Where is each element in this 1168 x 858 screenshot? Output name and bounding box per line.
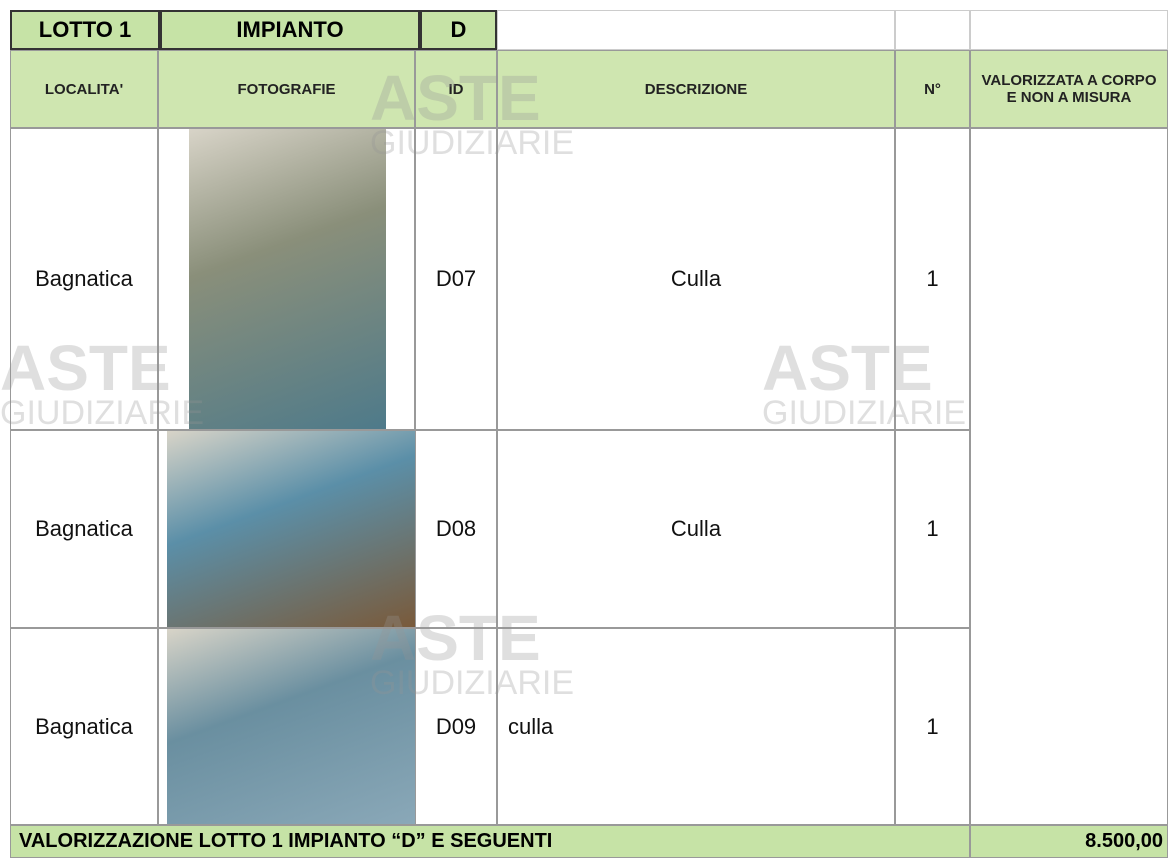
photo <box>189 129 386 429</box>
column-header: N° <box>895 50 970 128</box>
column-header: DESCRIZIONE <box>497 50 895 128</box>
quantity: 1 <box>895 628 970 825</box>
valuation-cell <box>970 128 1168 825</box>
quantity: 1 <box>895 430 970 628</box>
column-header: VALORIZZATA A CORPO E NON A MISURA <box>970 50 1168 128</box>
descrizione: culla <box>497 628 895 825</box>
column-header: ID <box>415 50 497 128</box>
photo-cell <box>158 430 416 628</box>
empty <box>895 10 970 50</box>
photo <box>167 629 416 824</box>
id: D08 <box>415 430 497 628</box>
photo-cell <box>158 628 416 825</box>
id: D09 <box>415 628 497 825</box>
column-header: FOTOGRAFIE <box>158 50 415 128</box>
id: D07 <box>415 128 497 430</box>
photo <box>167 431 416 627</box>
code: D <box>420 10 497 50</box>
footer-label: VALORIZZAZIONE LOTTO 1 IMPIANTO “D” E SE… <box>10 825 970 858</box>
localita: Bagnatica <box>10 430 158 628</box>
footer-value: 8.500,00 <box>970 825 1168 858</box>
empty <box>497 10 895 50</box>
impianto: IMPIANTO <box>160 10 420 50</box>
lotto: LOTTO 1 <box>10 10 160 50</box>
localita: Bagnatica <box>10 128 158 430</box>
empty <box>970 10 1168 50</box>
descrizione: Culla <box>497 430 895 628</box>
descrizione: Culla <box>497 128 895 430</box>
localita: Bagnatica <box>10 628 158 825</box>
column-header: LOCALITA' <box>10 50 158 128</box>
photo-cell <box>158 128 415 430</box>
quantity: 1 <box>895 128 970 430</box>
